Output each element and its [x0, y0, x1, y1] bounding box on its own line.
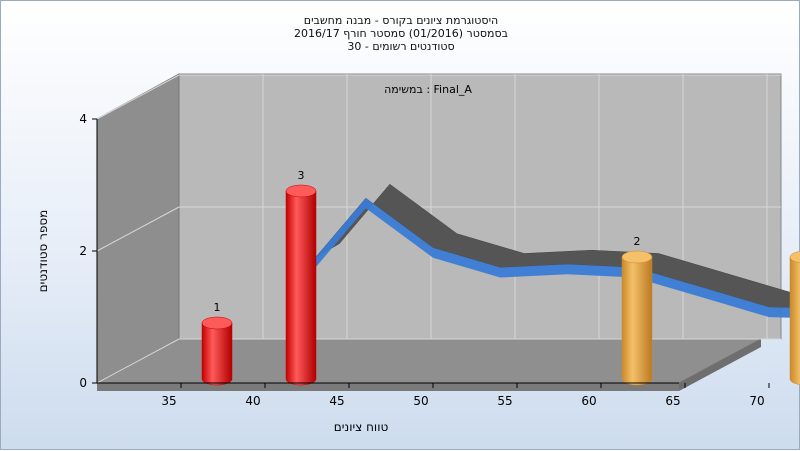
bar-cap	[621, 250, 653, 264]
distribution-curve	[315, 183, 800, 319]
bar-42.5: 3	[285, 169, 317, 386]
x-tick-label: 50	[413, 394, 428, 408]
bar-body	[201, 322, 233, 386]
floor	[96, 338, 762, 384]
x-axis-title: טווח ציונים	[334, 420, 389, 434]
axis-ticks: 02435404550556065707580859095	[79, 112, 770, 408]
y-axis-title: מספר סטודנטים	[36, 210, 50, 293]
bar-cap	[285, 184, 317, 198]
chart-title-line-3: סטודנטים רשומים - 30	[347, 40, 455, 53]
bar-body	[621, 256, 653, 386]
chart-subtitle: במשימה : Final_A	[384, 83, 472, 96]
x-tick-label: 55	[497, 394, 512, 408]
x-tick-label: 35	[161, 394, 176, 408]
x-tick-label: 45	[329, 394, 344, 408]
curve-ribbon-side	[315, 198, 800, 319]
gridlines	[96, 74, 781, 384]
bar-62.5: 2	[621, 235, 653, 386]
bar-72.5: 2	[789, 251, 800, 385]
bar-37.5: 1	[201, 301, 233, 386]
gridline-side-1	[96, 206, 180, 252]
x-tick-label: 65	[665, 394, 680, 408]
gridline-side-0	[96, 338, 180, 384]
x-tick-label: 40	[245, 394, 260, 408]
y-tick-label: 4	[79, 112, 87, 126]
bar-body	[789, 256, 800, 385]
x-tick-label: 60	[581, 394, 596, 408]
bar-body	[285, 190, 317, 386]
bar-value-label: 1	[214, 301, 221, 314]
chart-title-line-1: היסטוגרמת ציונים בקורס - מבנה מחשבים	[303, 14, 499, 27]
chart-title-line-2: בסמסטר (01/2016) סמסטר חורף 2016/17	[294, 27, 508, 40]
floor-edge	[679, 339, 761, 391]
bar-cap	[789, 251, 800, 263]
y-tick-label: 2	[79, 244, 87, 258]
bar-value-label: 2	[634, 235, 641, 248]
bar-cap	[201, 316, 233, 330]
bar-value-label: 3	[298, 169, 305, 182]
x-tick-label: 70	[749, 394, 764, 408]
bars: 13222112	[201, 169, 800, 386]
gridline-side-2	[96, 74, 180, 120]
y-tick-label: 0	[79, 376, 87, 390]
floor-front	[97, 383, 679, 391]
